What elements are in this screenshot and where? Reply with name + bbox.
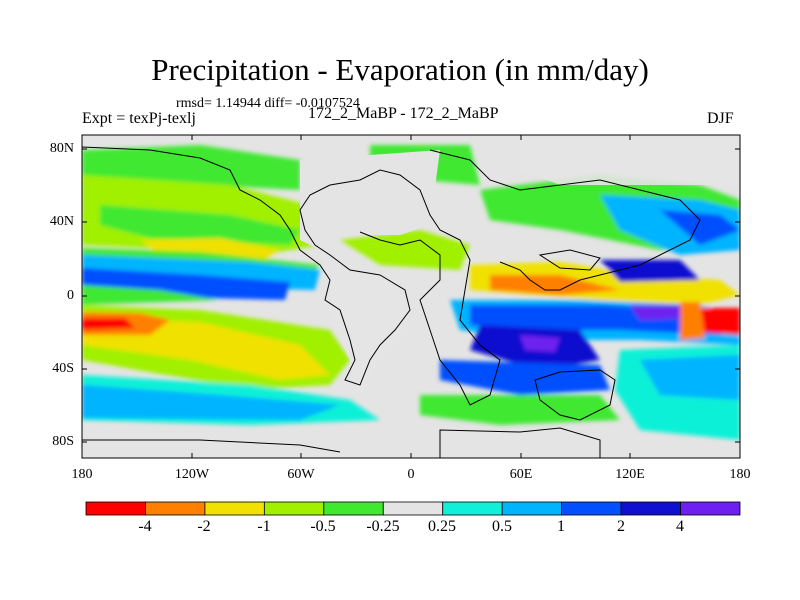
lon-label-0: 0 <box>407 467 415 482</box>
colorbar-label: -4 <box>138 518 152 535</box>
run-label: 172_2_MaBP - 172_2_MaBP <box>308 105 499 122</box>
colorbar-swatch <box>442 501 503 516</box>
colorbar-swatch <box>680 501 741 516</box>
colorbar-label: 0.25 <box>428 518 456 535</box>
stats-line: rmsd= 1.14944 diff= -0.0107524 <box>176 96 360 111</box>
lat-label-40s: 40S <box>52 361 74 376</box>
colorbar-swatch <box>323 501 384 516</box>
colorbar-label: -1 <box>257 518 271 535</box>
colorbar-label: 2 <box>617 518 625 535</box>
lat-label-40n: 40N <box>49 214 74 229</box>
lon-label-180e: 180 <box>729 467 751 482</box>
colorbar-swatch <box>501 501 563 516</box>
colorbar-swatch <box>204 501 265 516</box>
colorbar-swatch <box>263 501 325 516</box>
lon-label-60w: 60W <box>287 467 315 482</box>
colorbar-swatch <box>145 501 206 516</box>
season-label: DJF <box>707 110 734 127</box>
colorbar-label: 0.5 <box>492 518 512 535</box>
colorbar-label: -2 <box>197 518 211 535</box>
lat-label-80n: 80N <box>49 141 74 156</box>
lon-label-60e: 60E <box>509 467 533 482</box>
experiment-label: Expt = texPj-texlj <box>82 110 196 127</box>
lon-label-120e: 120E <box>615 467 645 482</box>
lon-label-120w: 120W <box>174 467 210 482</box>
colorbar-swatch <box>561 501 622 516</box>
lat-label-0: 0 <box>67 288 74 303</box>
page-title: Precipitation - Evaporation (in mm/day) <box>151 52 649 87</box>
colorbar-label: -0.25 <box>366 518 400 535</box>
colorbar-swatch <box>85 501 146 516</box>
colorbar-label: 4 <box>676 518 684 535</box>
precip-field <box>82 135 740 458</box>
colorbar-label: -0.5 <box>310 518 336 535</box>
lat-label-80s: 80S <box>52 434 74 449</box>
axis-ticks <box>82 135 740 458</box>
colorbar-label: 1 <box>557 518 565 535</box>
colorbar <box>85 501 741 516</box>
colorbar-swatch <box>620 501 681 516</box>
lon-label-180w: 180 <box>71 467 93 482</box>
colorbar-swatch <box>382 501 444 516</box>
